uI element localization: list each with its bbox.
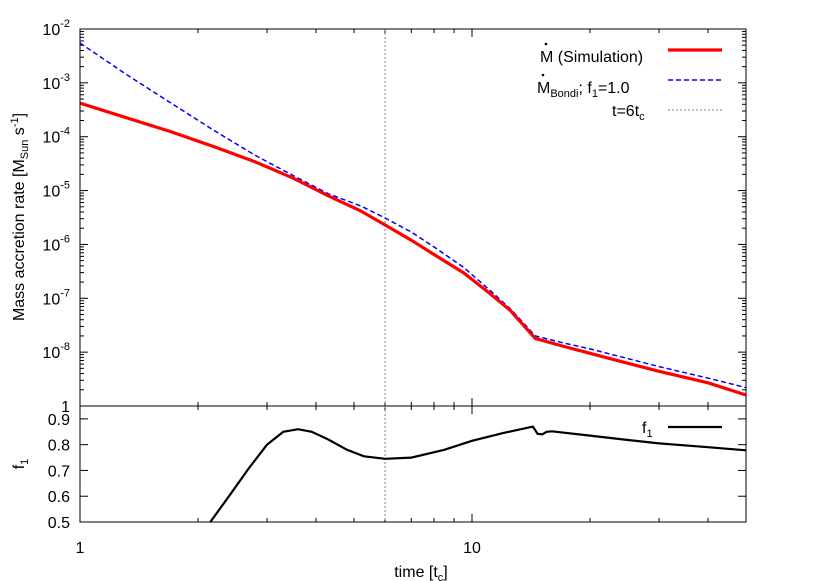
top-y-tick-label: 1	[61, 399, 70, 416]
simulation-rate-line	[79, 101, 747, 397]
top-y-tick-label: 10-5	[42, 180, 70, 201]
bottom-y-tick-label: 0.6	[48, 489, 70, 506]
top-legend: M (Simulation) MBondi; f1=1.0 t=6tc	[537, 42, 722, 123]
x-tick-label: 1	[76, 540, 85, 557]
top-y-tick-label: 10-8	[42, 341, 70, 362]
bondi-rate-line	[79, 42, 747, 389]
bottom-y-tick-label: 0.9	[48, 412, 70, 429]
top-y-tick-label: 10-2	[42, 18, 70, 39]
dot-accent	[544, 42, 548, 46]
bottom-y-tick-label: 0.5	[48, 515, 70, 532]
f1-line	[209, 425, 747, 523]
top-panel: 10-2 10-3 10-4 10-5 10-6 10-7 10-8 1 Mass accre…	[9, 18, 747, 416]
top-y-tick-label: 10-4	[42, 126, 70, 147]
legend-label-f1: f1	[642, 420, 653, 440]
bottom-y-tick-label: 0.7	[48, 463, 70, 480]
bottom-panel: 0.5 0.6 0.7 0.8 0.9 1 10 f1 time [tc] f1	[11, 405, 747, 581]
legend-label-bondi: MBondi; f1=1.0	[537, 80, 630, 100]
bottom-legend: f1	[642, 420, 722, 440]
bottom-y-tick-label: 0.8	[48, 438, 70, 455]
top-y-tick-label: 10-3	[42, 72, 70, 93]
bottom-y-ticks: 0.5 0.6 0.7 0.8 0.9	[48, 412, 746, 532]
dot-accent	[541, 73, 545, 77]
top-y-ticks: 10-2 10-3 10-4 10-5 10-6 10-7 10-8 1	[42, 18, 746, 416]
top-y-axis-label: Mass accretion rate [MSun s-1]	[9, 113, 31, 321]
top-y-tick-label: 10-7	[42, 287, 70, 308]
legend-entry-bondi: MBondi; f1=1.0	[537, 73, 722, 100]
x-tick-label: 10	[463, 540, 481, 557]
legend-entry-t6: t=6tc	[612, 103, 722, 123]
bottom-plot-frame	[79, 405, 747, 523]
legend-entry-simulation: M (Simulation)	[540, 42, 722, 66]
x-axis-label: time [tc]	[394, 564, 448, 581]
top-y-tick-label: 10-6	[42, 233, 70, 254]
legend-label-simulation: M (Simulation)	[540, 49, 643, 66]
bottom-y-axis-label: f1	[11, 459, 31, 470]
legend-label-t6: t=6tc	[612, 103, 645, 123]
